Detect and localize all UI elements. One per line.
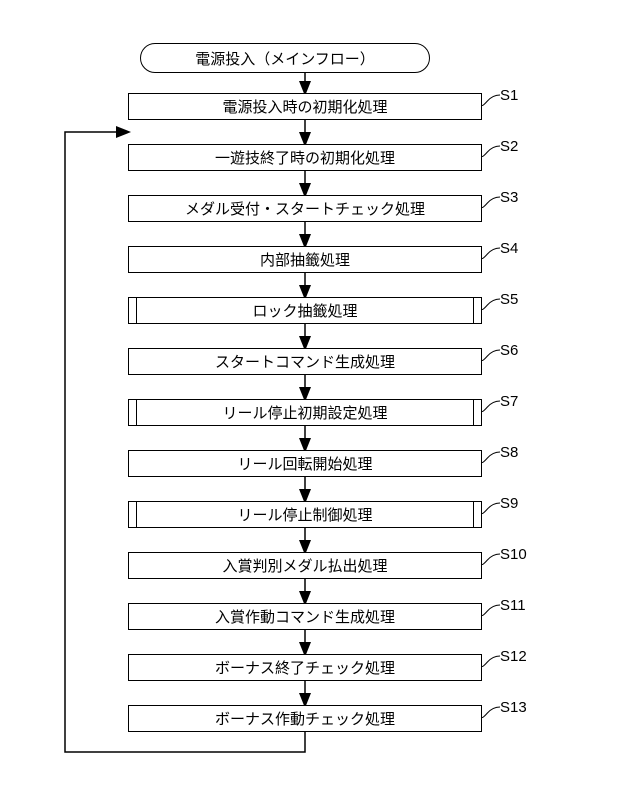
process-step: リール回転開始処理	[128, 450, 482, 477]
process-step-label: リール回転開始処理	[237, 453, 372, 474]
step-id-label: S8	[500, 444, 518, 461]
label-tick	[482, 554, 500, 565]
process-step: 内部抽籤処理	[128, 246, 482, 273]
step-id-label: S1	[500, 87, 518, 104]
step-id-label: S7	[500, 393, 518, 410]
process-step-label: 内部抽籤処理	[260, 249, 350, 270]
step-id-label: S6	[500, 342, 518, 359]
flowchart-canvas: 電源投入（メインフロー） 電源投入時の初期化処理 S1 一遊技終了時の初期化処理 S2…	[0, 0, 640, 791]
step-id-label: S9	[500, 495, 518, 512]
label-tick	[482, 95, 500, 106]
step-id-label: S10	[500, 546, 527, 563]
step-id-label: S12	[500, 648, 527, 665]
process-step: リール停止初期設定処理	[128, 399, 482, 426]
label-tick	[482, 299, 500, 310]
process-step-label: ボーナス終了チェック処理	[215, 657, 395, 678]
label-tick	[482, 248, 500, 259]
process-step-label: 入賞判別メダル払出処理	[222, 555, 387, 576]
process-step: ボーナス作動チェック処理	[128, 705, 482, 732]
step-id-label: S2	[500, 138, 518, 155]
process-step-label: ボーナス作動チェック処理	[215, 708, 395, 729]
label-tick	[482, 707, 500, 718]
process-step-label: リール停止初期設定処理	[222, 402, 387, 423]
process-step: リール停止制御処理	[128, 501, 482, 528]
process-step-label: ロック抽籤処理	[252, 300, 357, 321]
process-step-label: メダル受付・スタートチェック処理	[185, 198, 425, 219]
process-step: ロック抽籤処理	[128, 297, 482, 324]
terminator-start: 電源投入（メインフロー）	[140, 43, 430, 73]
label-tick	[482, 197, 500, 208]
label-tick	[482, 401, 500, 412]
step-id-label: S4	[500, 240, 518, 257]
step-id-label: S5	[500, 291, 518, 308]
process-step: 入賞作動コマンド生成処理	[128, 603, 482, 630]
process-step: 一遊技終了時の初期化処理	[128, 144, 482, 171]
terminator-label: 電源投入（メインフロー）	[195, 48, 375, 69]
label-tick	[482, 605, 500, 616]
process-step-label: 一遊技終了時の初期化処理	[215, 147, 395, 168]
process-step-label: リール停止制御処理	[237, 504, 372, 525]
step-id-label: S11	[500, 597, 526, 614]
process-step: 電源投入時の初期化処理	[128, 93, 482, 120]
process-step-label: 入賞作動コマンド生成処理	[215, 606, 395, 627]
process-step: メダル受付・スタートチェック処理	[128, 195, 482, 222]
process-step-label: スタートコマンド生成処理	[215, 351, 395, 372]
label-tick	[482, 452, 500, 463]
process-step: 入賞判別メダル払出処理	[128, 552, 482, 579]
step-id-label: S13	[500, 699, 527, 716]
label-tick	[482, 503, 500, 514]
label-tick	[482, 350, 500, 361]
process-step: スタートコマンド生成処理	[128, 348, 482, 375]
label-tick	[482, 146, 500, 157]
label-tick	[482, 656, 500, 667]
process-step-label: 電源投入時の初期化処理	[222, 96, 387, 117]
process-step: ボーナス終了チェック処理	[128, 654, 482, 681]
step-id-label: S3	[500, 189, 518, 206]
